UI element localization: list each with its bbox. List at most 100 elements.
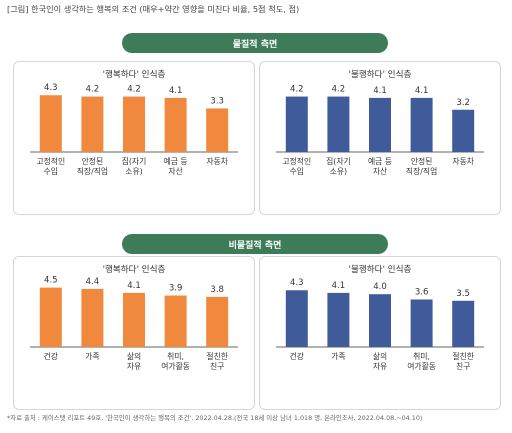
category-label-line: 자산 <box>168 166 182 176</box>
data-label: 4.2 <box>86 85 100 95</box>
category-label-line: 취미, <box>167 352 184 361</box>
bar <box>206 108 229 152</box>
bar-chart-material-unhappy: 4.2 고정적인 수입 4.2 집(자기 소유) 4.1 예금 등 자산 4.1 안정된 직장/직업 3… <box>276 85 484 176</box>
category-label-line: 수입 <box>290 167 304 176</box>
category-label: 예금 등 자산 <box>164 156 188 176</box>
bar <box>285 290 308 347</box>
category-label: 절친한 친구 <box>206 351 228 371</box>
section-banner-material: 물질적 측면 <box>122 33 388 53</box>
category-label-line: 집(자기 <box>326 156 351 166</box>
category-label: 안정된 직장/직업 <box>406 156 437 176</box>
category-label-line: 고정적인 <box>282 156 311 166</box>
data-label: 4.4 <box>86 277 100 287</box>
category-label-line: 자유 <box>127 362 141 371</box>
data-label: 4.1 <box>127 281 141 291</box>
category-label: 가족 <box>331 352 345 361</box>
chart-title: '행복하다' 인식층 <box>102 265 166 275</box>
category-label-line: 절친한 <box>452 351 474 361</box>
data-label: 4.1 <box>415 86 429 96</box>
category-label-line: 예금 등 <box>368 156 392 166</box>
data-label: 4.1 <box>373 86 387 96</box>
category-label: 건강 <box>290 351 304 361</box>
bar <box>164 295 187 347</box>
bar <box>369 294 391 347</box>
bar <box>327 96 350 152</box>
category-label-line: 건강 <box>44 351 58 361</box>
category-label-line: 예금 등 <box>164 156 188 166</box>
bar <box>123 292 145 347</box>
bar <box>39 95 62 152</box>
category-label: 집(자기 소유) <box>326 156 351 176</box>
category-label-line: 안정된 <box>411 156 433 166</box>
category-label-line: 소유) <box>125 167 142 176</box>
bar <box>452 109 475 152</box>
category-label: 건강 <box>44 351 58 361</box>
data-label: 4.2 <box>332 85 346 95</box>
data-label: 4.1 <box>332 281 346 291</box>
bar <box>206 296 229 347</box>
data-label: 3.2 <box>456 98 470 108</box>
data-label: 4.2 <box>127 85 141 95</box>
chart-panel-material-unhappy: '불행하다' 인식층 4.2 고정적인 수입 4.2 집(자기 소유) 4.1 예금 등 자산 4… <box>259 61 501 215</box>
category-label: 삶의 자유 <box>127 351 141 371</box>
category-label: 삶의 자유 <box>373 351 387 371</box>
category-label-line: 절친한 <box>206 351 228 361</box>
bar-chart-material-happy: 4.3 고정적인 수입 4.2 안정된 직장/직업 4.2 집(자기 소유) 4.1 예금 등 자산 3… <box>30 83 238 176</box>
category-label-line: 직장/직업 <box>77 166 108 176</box>
category-label: 고정적인 수입 <box>36 156 65 176</box>
bar-chart-nonmaterial-happy: 4.5 건강 4.4 가족 4.1 삶의 자유 3.9 취미, 여가활동 3.8 절친한 친구 <box>30 276 238 371</box>
data-label: 3.3 <box>210 96 224 106</box>
category-label: 자동차 <box>206 157 228 166</box>
category-label-line: 소유) <box>330 167 347 176</box>
data-label: 4.2 <box>290 85 304 95</box>
chart-panel-material-happy: '행복하다' 인식층 4.3 고정적인 수입 4.2 안정된 직장/직업 4.2 집(자기 소유… <box>13 61 255 215</box>
category-label-line: 고정적인 <box>36 156 65 166</box>
bar-chart-nonmaterial-unhappy: 4.3 건강 4.1 가족 4.0 삶의 자유 3.6 취미, 여가활동 3.5 절친한 친구 <box>276 278 484 371</box>
bar <box>410 299 433 347</box>
category-label-line: 가족 <box>331 352 345 361</box>
category-label-line: 가족 <box>85 352 99 361</box>
category-label-line: 직장/직업 <box>406 166 437 176</box>
data-label: 3.9 <box>169 284 183 294</box>
data-label: 3.5 <box>456 289 470 299</box>
category-label-line: 여가활동 <box>407 361 436 371</box>
bar <box>164 97 187 152</box>
category-label-line: 건강 <box>290 351 304 361</box>
category-label-line: 자동차 <box>452 157 474 166</box>
category-label: 안정된 직장/직업 <box>77 156 108 176</box>
category-label: 자동차 <box>452 157 474 166</box>
category-label-line: 친구 <box>210 361 224 371</box>
chart-panel-nonmaterial-unhappy: '불행하다' 인식층 4.3 건강 4.1 가족 4.0 삶의 자유 3.6 취미, 여가활동 3.… <box>259 256 501 410</box>
category-label: 가족 <box>85 352 99 361</box>
bar <box>410 97 433 152</box>
bar <box>369 97 391 152</box>
source-footnote: *자료 출처 : 케이스탯 리포트 49호, '한국인이 생각하는 행복의 조건… <box>7 414 423 422</box>
section-banner-nonmaterial: 비물질적 측면 <box>122 234 388 254</box>
chart-title: '불행하다' 인식층 <box>348 265 412 275</box>
chart-panel-nonmaterial-happy: '행복하다' 인식층 4.5 건강 4.4 가족 4.1 삶의 자유 3.9 취미, 여가활동 3.… <box>13 256 255 410</box>
category-label-line: 집(자기 <box>122 156 147 166</box>
category-label-line: 삶의 <box>127 351 141 361</box>
data-label: 3.8 <box>210 285 224 295</box>
category-label-line: 여가활동 <box>161 361 190 371</box>
category-label: 예금 등 자산 <box>368 156 392 176</box>
bar <box>123 96 145 152</box>
data-label: 4.3 <box>290 278 304 288</box>
category-label: 취미, 여가활동 <box>161 352 190 371</box>
chart-title: '불행하다' 인식층 <box>348 70 412 80</box>
bar <box>39 287 62 347</box>
chart-title: '행복하다' 인식층 <box>102 70 166 80</box>
category-label-line: 친구 <box>456 361 470 371</box>
category-label-line: 수입 <box>44 167 58 176</box>
category-label: 집(자기 소유) <box>122 156 147 176</box>
data-label: 3.6 <box>415 287 429 297</box>
bar <box>81 288 104 347</box>
bar <box>81 96 104 152</box>
category-label-line: 자동차 <box>206 157 228 166</box>
bar <box>285 96 308 152</box>
category-label-line: 자유 <box>373 362 387 371</box>
data-label: 4.3 <box>44 83 58 93</box>
data-label: 4.1 <box>169 86 183 96</box>
bar <box>327 292 350 347</box>
category-label-line: 취미, <box>413 352 430 361</box>
